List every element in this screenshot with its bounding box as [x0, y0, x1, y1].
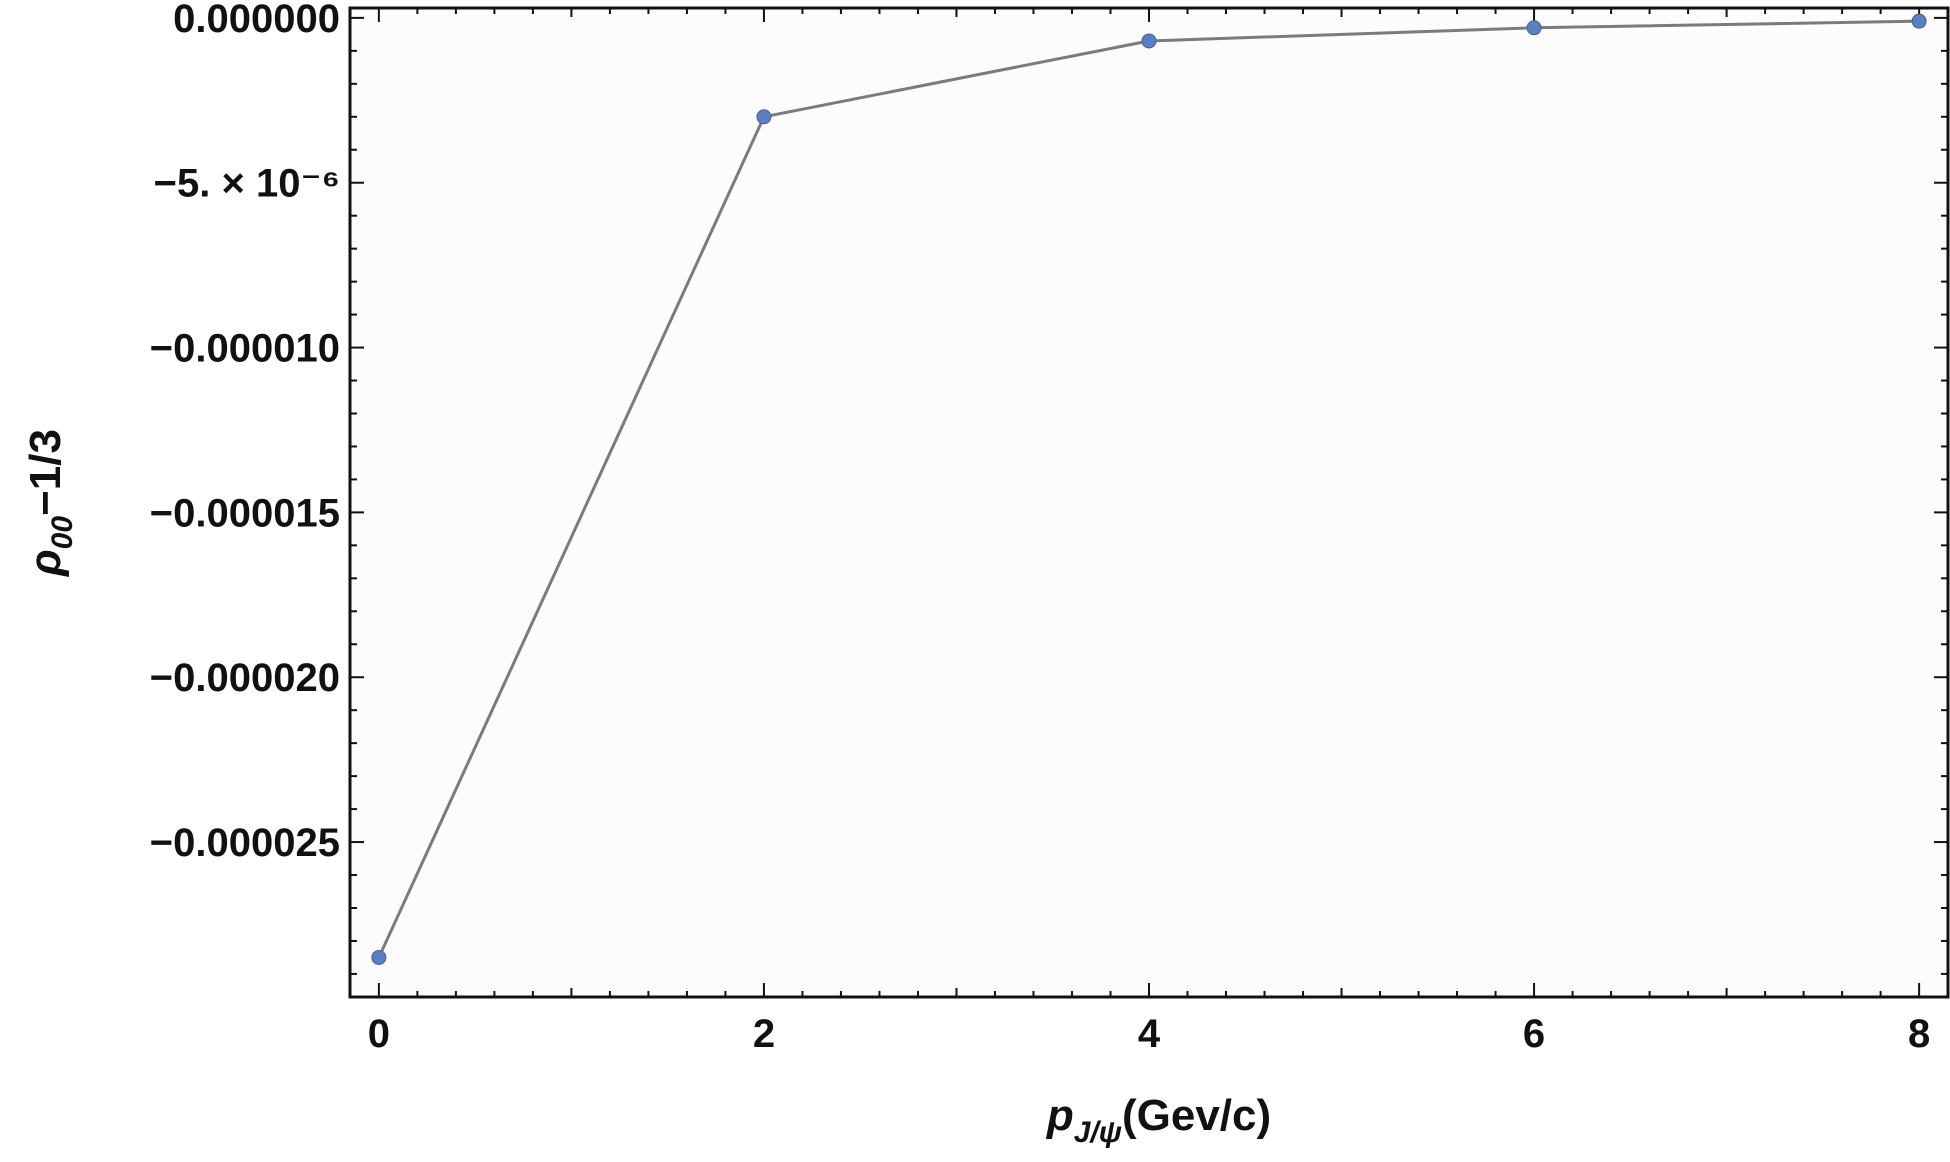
y-tick-label: −0.000015 [150, 491, 340, 535]
y-axis-label: ρ00−1/3 [21, 429, 79, 578]
plot-frame [348, 6, 1950, 999]
y-tick-label: −0.000025 [150, 821, 340, 865]
x-axis-label: pJ/ψ(Gev/c) [1046, 1091, 1271, 1149]
data-point [1911, 13, 1927, 29]
x-tick-label: 2 [753, 1012, 775, 1056]
y-tick-label: 0.000000 [173, 0, 340, 41]
data-point [1526, 20, 1542, 36]
data-point [371, 949, 387, 965]
y-tick-label: −5. × 10⁻⁶ [154, 162, 340, 206]
y-tick-label: −0.000010 [150, 327, 340, 371]
x-tick-label: 8 [1908, 1012, 1930, 1056]
x-tick-label: 4 [1138, 1012, 1161, 1056]
x-tick-label: 6 [1523, 1012, 1545, 1056]
data-point [1141, 33, 1157, 49]
x-tick-label: 0 [368, 1012, 390, 1056]
data-point [756, 109, 772, 125]
y-tick-label: −0.000020 [150, 656, 340, 700]
